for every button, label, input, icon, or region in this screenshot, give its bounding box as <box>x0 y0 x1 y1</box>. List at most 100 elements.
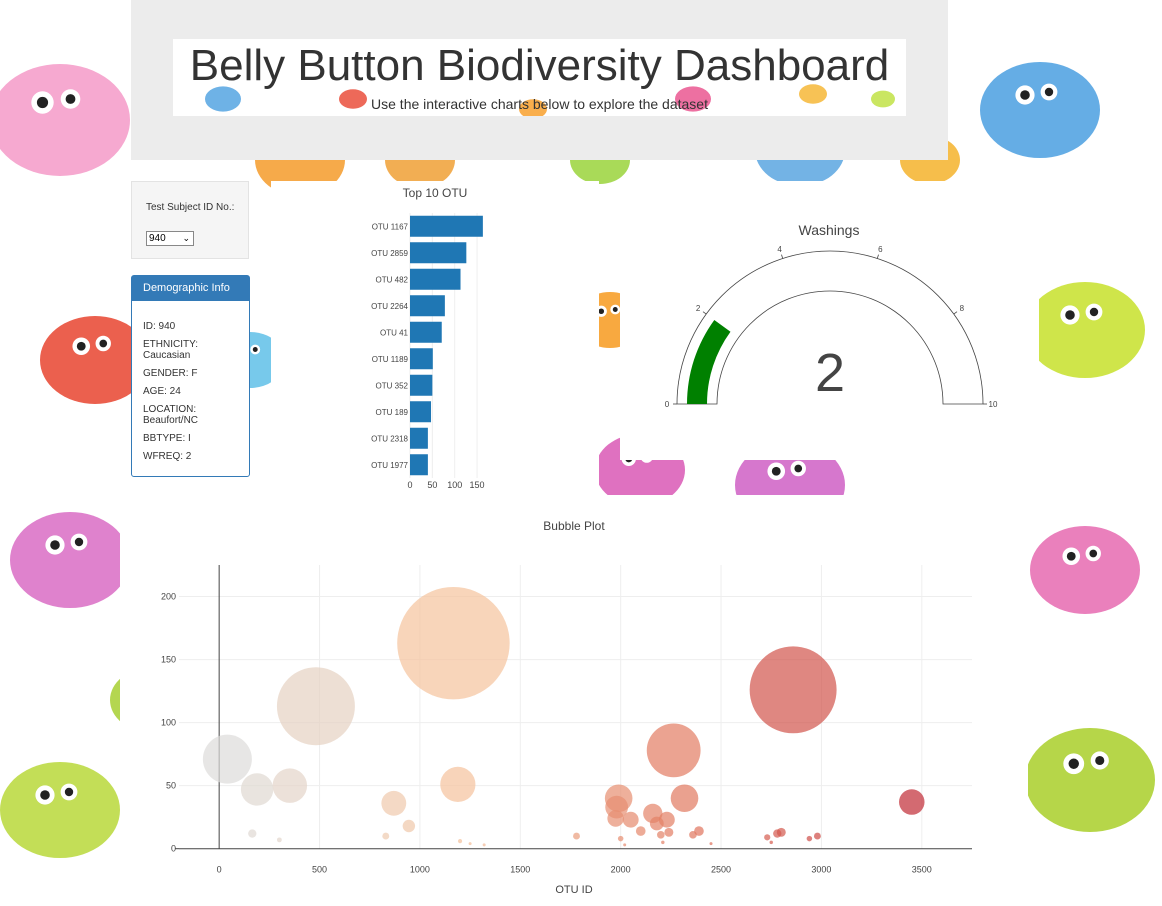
germ-blob <box>0 64 130 176</box>
bubble-plot-container: Bubble Plot OTU ID 0 500 1000 1500 2000 2500 3… <box>120 495 1028 901</box>
germ-pupil <box>1065 310 1075 320</box>
bubble-plot-title: Bubble Plot <box>543 519 605 533</box>
germ-blob <box>1030 526 1140 614</box>
gauge-tick <box>781 254 784 259</box>
banner-germ <box>675 86 711 112</box>
page-subtitle: Use the interactive charts below to expl… <box>371 96 708 112</box>
demographic-row-ethnicity: ETHNICITY: Caucasian <box>143 339 199 361</box>
subject-selector-label: Test Subject ID No.: <box>146 202 235 213</box>
germ-blob <box>10 512 130 608</box>
bubble-point <box>764 834 771 841</box>
demographic-row-bbtype: BBTYPE: I <box>143 433 191 444</box>
subject-id-value: 940 <box>149 233 166 244</box>
germ-pupil <box>794 464 803 473</box>
top10-otu-chart-container: Top 10 OTU 0 50 100 150 OTU 1167 OTU 2859 OTU … <box>271 181 599 495</box>
gauge-tick-label: 10 <box>989 400 998 409</box>
demographic-row-age: AGE: 24 <box>143 386 181 397</box>
germ-pupil <box>99 339 108 348</box>
gauge-tick-label: 4 <box>777 245 782 254</box>
germ-blob <box>40 316 150 404</box>
bubble-ytick-label: 50 <box>166 781 176 791</box>
bubble-plot-xlabel: OTU ID <box>555 884 592 896</box>
bubble-point <box>664 827 674 837</box>
bar-mark <box>410 321 442 343</box>
gauge-tick <box>953 311 958 315</box>
bar-mark <box>410 348 433 370</box>
bubble-xtick-label: 2500 <box>711 865 731 875</box>
bubble-point <box>769 840 773 845</box>
bubble-xtick-label: 3000 <box>811 865 831 875</box>
bubble-point <box>689 831 697 839</box>
germ-pupil <box>1068 758 1079 769</box>
germ-pupil <box>64 787 74 797</box>
bubble-point <box>813 832 821 840</box>
germ-pupil <box>771 466 781 476</box>
bar-category-label: OTU 482 <box>376 275 409 284</box>
bubble-point <box>749 646 837 734</box>
bubble-point <box>240 773 274 806</box>
germ-blob <box>1025 728 1155 832</box>
washings-gauge-chart[interactable]: Washings 2 0 2 4 6 8 10 <box>620 181 1039 460</box>
germ-pupil <box>74 537 84 547</box>
bubble-point <box>397 586 510 700</box>
demographic-info-panel: Demographic Info ID: 940 ETHNICITY: Cauc… <box>131 275 250 477</box>
bar-category-label: OTU 189 <box>376 408 409 417</box>
bubble-point <box>440 766 476 802</box>
header-banner: Belly Button Biodiversity Dashboard Use … <box>173 39 906 116</box>
bubble-point <box>773 829 782 838</box>
washings-gauge-container: Washings 2 0 2 4 6 8 10 <box>620 181 1039 460</box>
bubble-point <box>623 843 627 847</box>
bar-category-label: OTU 1189 <box>372 355 409 364</box>
bar-mark <box>410 295 445 317</box>
bubble-ytick-label: 0 <box>171 844 176 854</box>
bar-category-label: OTU 352 <box>376 381 409 390</box>
banner-germ <box>519 99 547 116</box>
germ-pupil <box>76 341 86 351</box>
gauge-tick <box>702 311 707 315</box>
germ-pupil <box>598 308 605 315</box>
germ-pupil <box>40 790 50 800</box>
banner-germ <box>871 90 895 108</box>
gauge-tick-label: 6 <box>878 245 883 254</box>
bar-xtick-label: 0 <box>407 480 412 490</box>
germ-pupil <box>612 307 618 312</box>
bar-mark <box>410 401 432 423</box>
subject-id-dropdown[interactable]: 940 ⌄ <box>146 231 194 246</box>
bubble-point <box>622 811 639 828</box>
bar-category-label: OTU 2318 <box>371 434 408 443</box>
gauge-value-number: 2 <box>815 343 845 403</box>
germ-blob <box>0 762 120 858</box>
bubble-ytick-label: 200 <box>161 592 176 602</box>
bar-mark <box>410 242 467 264</box>
banner-germ <box>205 86 241 112</box>
germ-pupil <box>1020 90 1030 100</box>
bubble-point <box>670 784 699 813</box>
bubble-point <box>573 832 580 840</box>
bar-xtick-label: 150 <box>470 480 485 490</box>
germ-blob <box>1025 282 1145 378</box>
demographic-info-heading: Demographic Info <box>132 276 249 301</box>
bubble-point <box>202 734 252 784</box>
bubble-plot-chart[interactable]: Bubble Plot OTU ID 0 500 1000 1500 2000 2500 3… <box>120 495 1028 901</box>
demographic-info-body: ID: 940 ETHNICITY: Caucasian GENDER: F A… <box>132 301 249 462</box>
bubble-point <box>276 837 282 843</box>
bubble-xtick-label: 0 <box>217 865 222 875</box>
bar-mark <box>410 215 483 237</box>
germ-pupil <box>50 540 60 550</box>
bar-xtick-label: 50 <box>427 480 437 490</box>
demographic-row-gender: GENDER: F <box>143 368 198 379</box>
bubble-point <box>402 819 416 833</box>
demographic-row-id: ID: 940 <box>143 321 176 332</box>
bubble-point <box>272 768 308 803</box>
top10-otu-bar-chart[interactable]: Top 10 OTU 0 50 100 150 OTU 1167 OTU 2859 OTU … <box>271 181 599 495</box>
bubble-point <box>248 829 257 838</box>
bubble-point <box>694 826 704 836</box>
bar-category-label: OTU 2264 <box>371 302 408 311</box>
bubble-xtick-label: 500 <box>312 865 327 875</box>
bubble-xtick-label: 1500 <box>510 865 530 875</box>
germ-pupil <box>36 96 49 109</box>
bar-mark <box>410 268 461 290</box>
demographic-row-wfreq: WFREQ: 2 <box>143 451 192 462</box>
germ-pupil <box>1089 549 1098 558</box>
gauge-tick-label: 8 <box>960 304 965 313</box>
